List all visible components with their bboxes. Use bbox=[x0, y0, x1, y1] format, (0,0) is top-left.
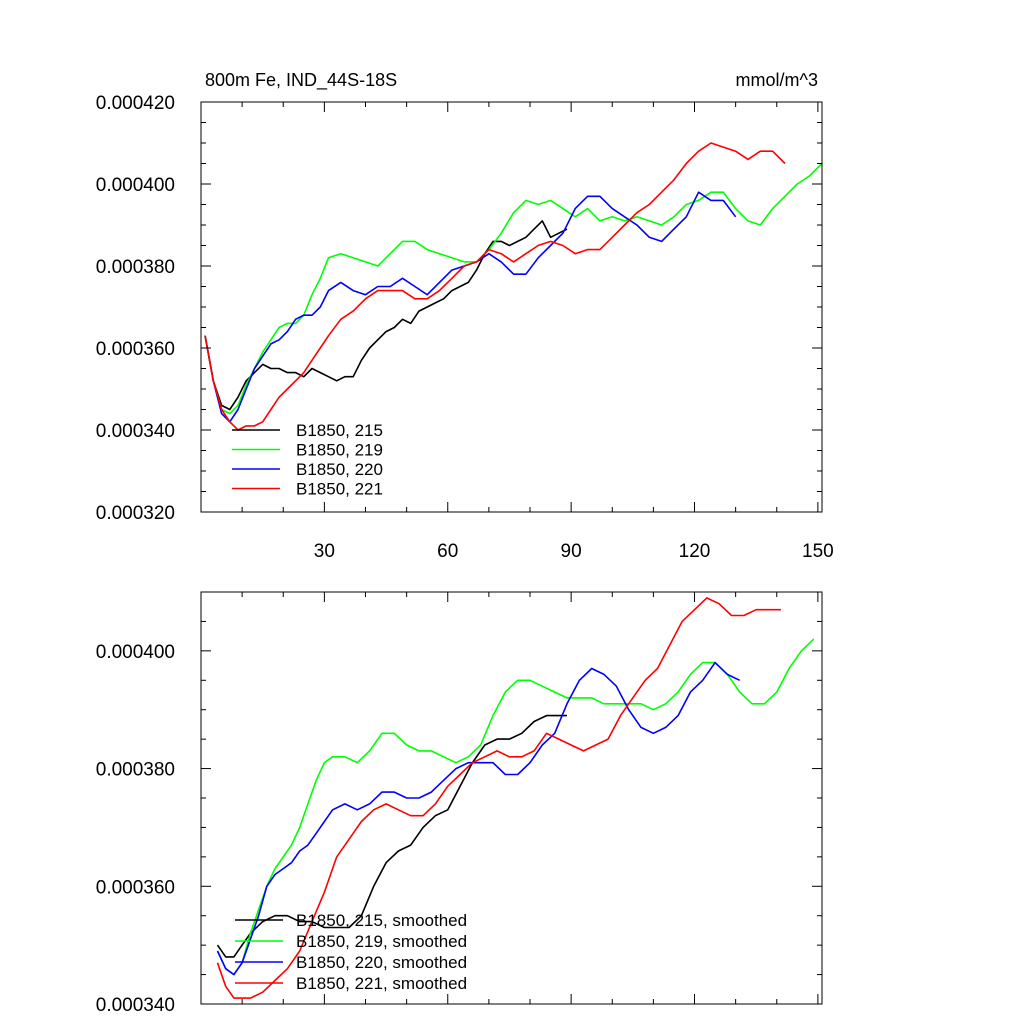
x-tick-label: 90 bbox=[561, 541, 582, 562]
legend-label: B1850, 215, smoothed bbox=[296, 911, 467, 930]
tick-layer: 0.000320 0.000340 0.000360 0.000380 0.000400… bbox=[96, 93, 834, 562]
y-tick-label: 0.000400 bbox=[96, 642, 175, 663]
chart-units: mmol/m^3 bbox=[736, 70, 818, 90]
series-line-2 bbox=[216, 638, 815, 976]
y-tick-label: 0.000360 bbox=[96, 339, 175, 360]
top-panel: 800m Fe, IND_44S-18S mmol/m^3 0.0003200.… bbox=[96, 70, 834, 562]
tick-layer: 0.000340 0.000360 0.000380 0.000400 bbox=[96, 591, 822, 1016]
x-tick-label: 30 bbox=[314, 541, 335, 562]
y-tick-label: 0.000320 bbox=[96, 503, 175, 524]
y-tick-label: 0.000400 bbox=[96, 175, 175, 196]
series-line-3 bbox=[204, 191, 737, 423]
legend: B1850, 215, smoothed B1850, 219, smoothed… bbox=[235, 911, 467, 993]
legend-label: B1850, 221, smoothed bbox=[296, 974, 467, 993]
legend-label: B1850, 215 bbox=[296, 421, 383, 440]
y-tick-label: 0.000420 bbox=[96, 93, 175, 114]
chart-title: 800m Fe, IND_44S-18S bbox=[205, 70, 397, 91]
bottom-panel: 0.000340 0.000360 0.000380 0.000400 B1850, … bbox=[96, 591, 823, 1016]
series-line-4 bbox=[204, 142, 786, 431]
y-tick-label: 0.000380 bbox=[96, 257, 175, 278]
legend-label: B1850, 219, smoothed bbox=[296, 932, 467, 951]
y-tick-label: 0.000360 bbox=[96, 877, 175, 898]
y-tick-label: 0.000380 bbox=[96, 760, 175, 781]
series-line-2 bbox=[204, 162, 822, 415]
legend-label: B1850, 220, smoothed bbox=[296, 953, 467, 972]
series-line-1 bbox=[216, 714, 567, 958]
y-tick-label: 0.000340 bbox=[96, 421, 175, 442]
series-line-3 bbox=[216, 661, 741, 976]
legend-label: B1850, 221 bbox=[296, 480, 383, 499]
plot-frame bbox=[200, 591, 823, 1005]
series-layer bbox=[216, 597, 815, 999]
plot-frame bbox=[200, 101, 823, 513]
series-line-4 bbox=[216, 597, 781, 999]
x-tick-label: 60 bbox=[437, 541, 458, 562]
x-tick-label: 120 bbox=[679, 541, 711, 562]
legend-label: B1850, 219 bbox=[296, 441, 383, 460]
x-tick-label: 150 bbox=[802, 541, 834, 562]
legend-label: B1850, 220 bbox=[296, 460, 383, 479]
series-layer bbox=[204, 142, 822, 431]
series-line-1 bbox=[204, 220, 568, 411]
y-tick-label: 0.000340 bbox=[96, 995, 175, 1016]
